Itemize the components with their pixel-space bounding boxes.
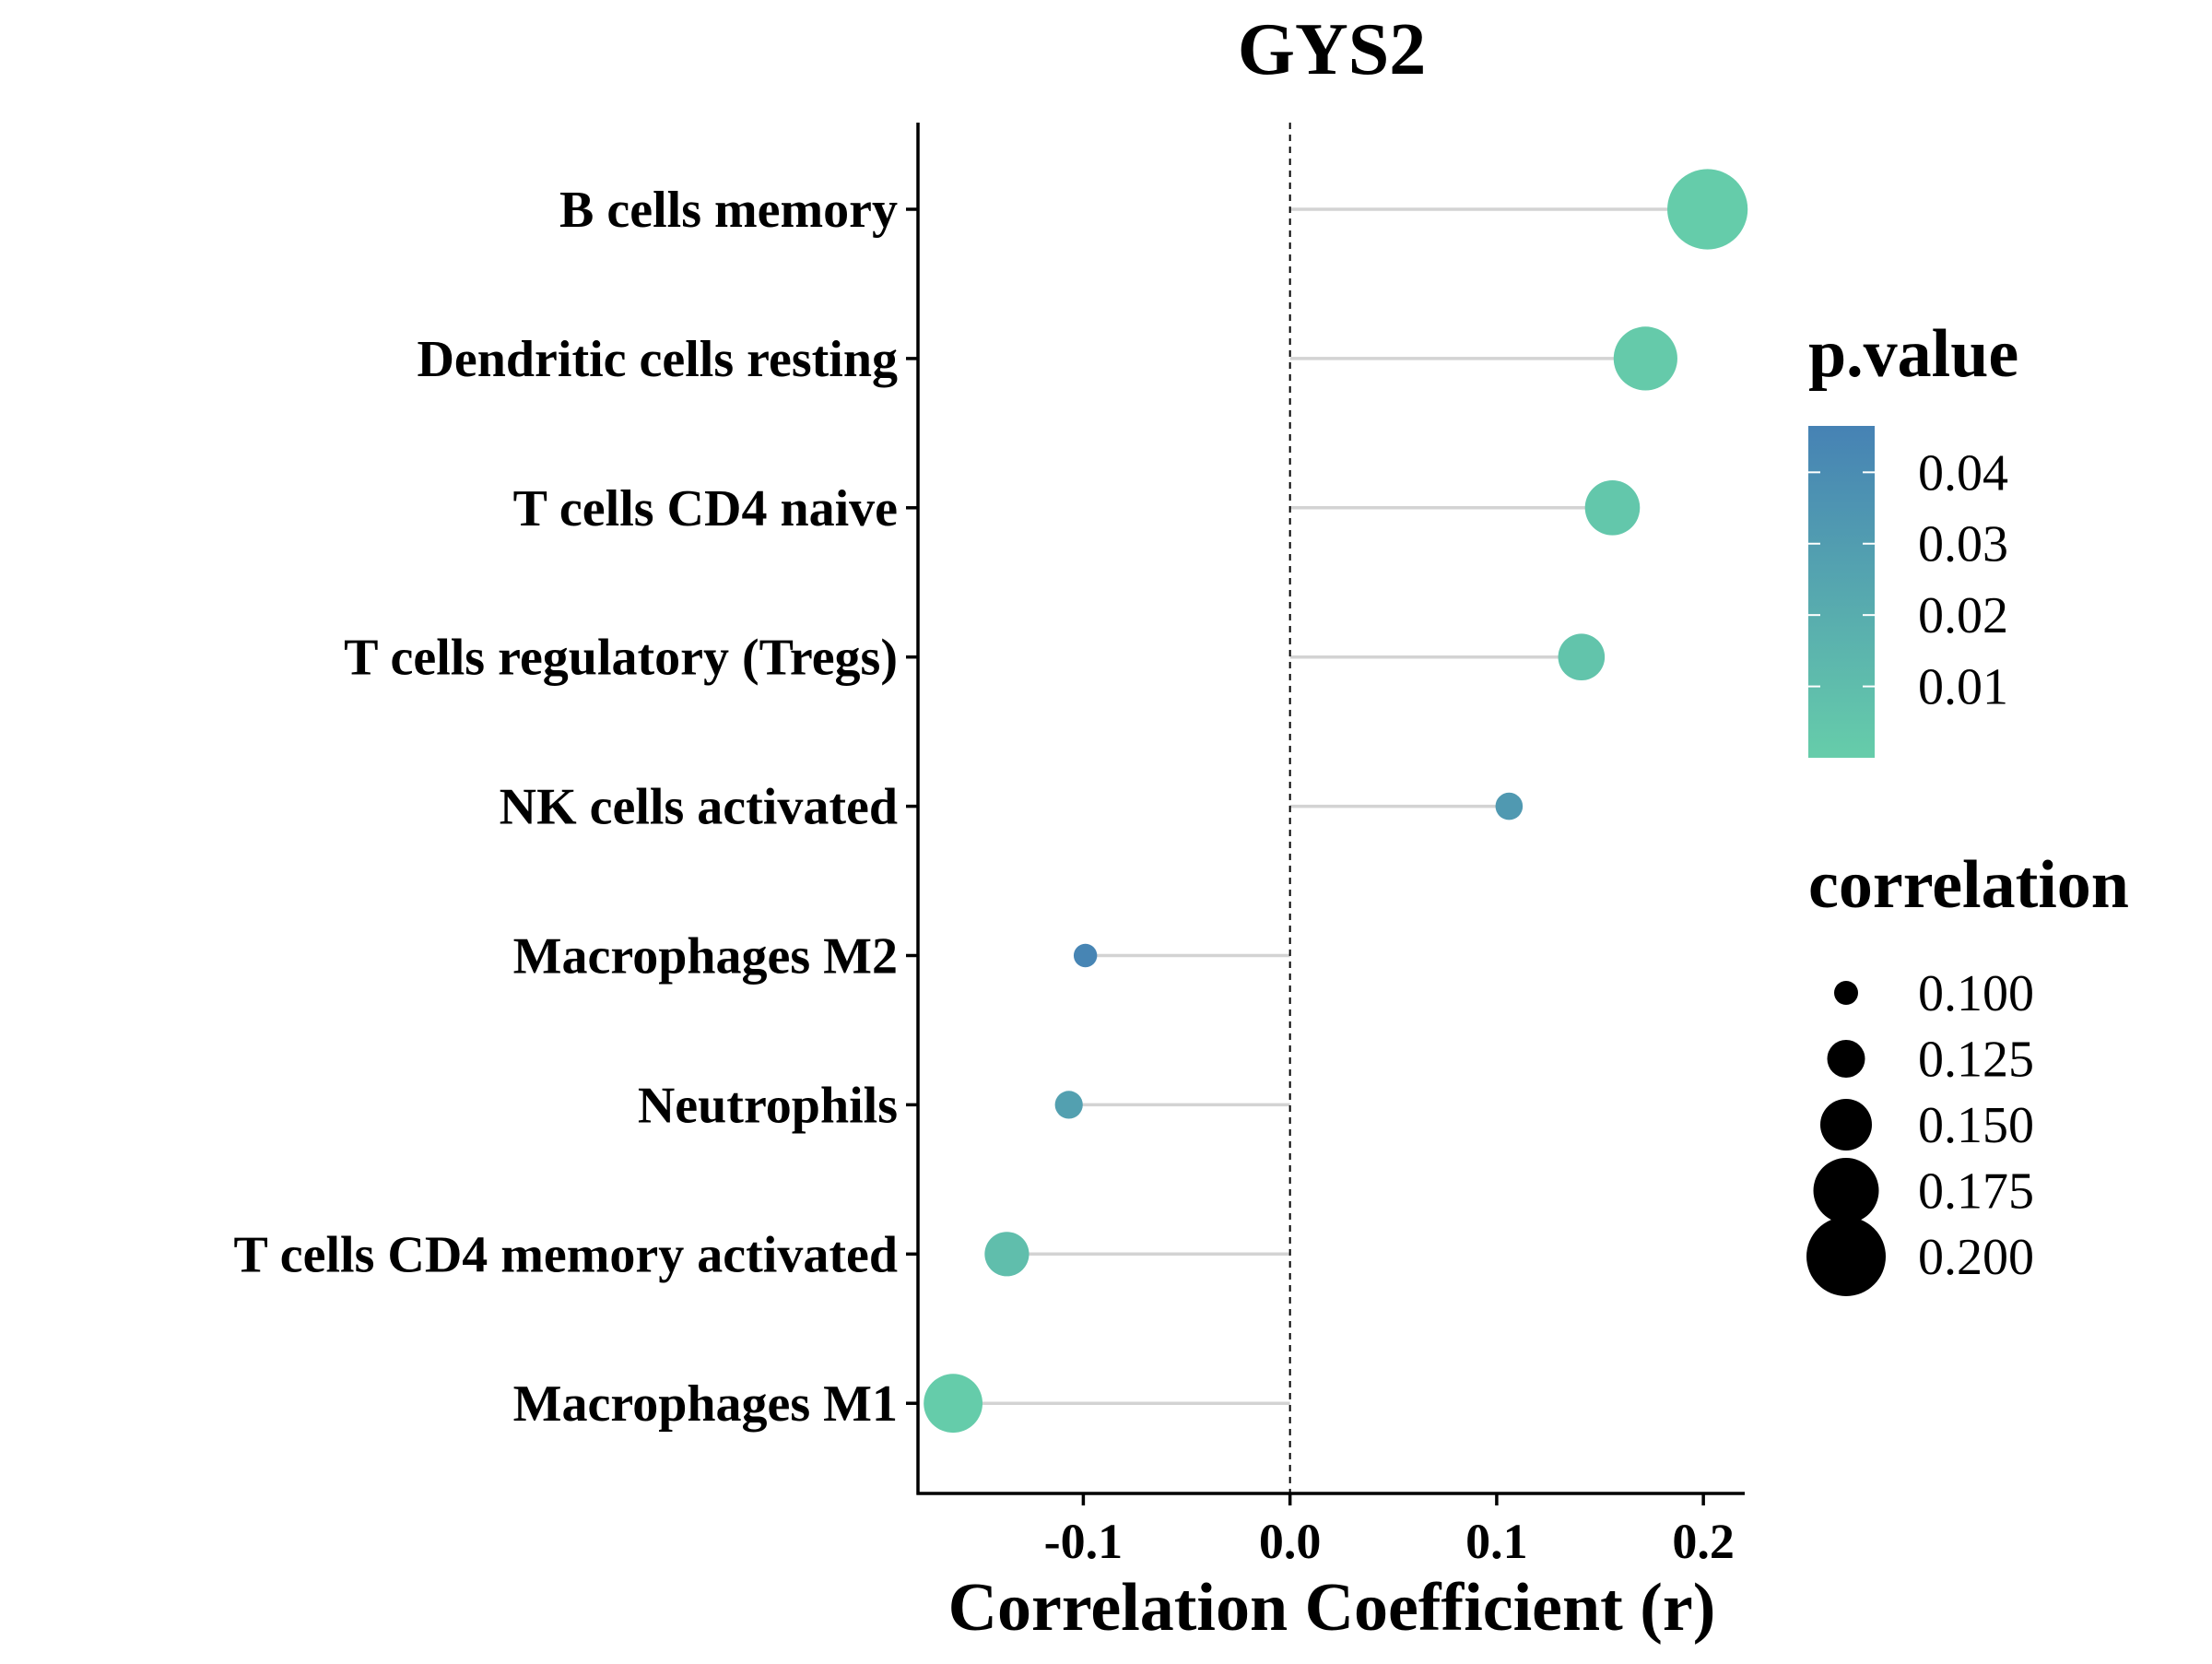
category-label: T cells CD4 naive — [513, 480, 898, 537]
legend: p.value 0.04 0.03 0.02 0.01 correlation 0.100 0… — [1806, 316, 2129, 1296]
color-legend-label: 0.02 — [1918, 587, 2008, 644]
x-tick-label: 0.2 — [1672, 1514, 1735, 1569]
x-axis-title: Correlation Coefficient (r) — [948, 1570, 1716, 1646]
size-legend-label: 0.175 — [1918, 1163, 2034, 1221]
color-bar — [1808, 426, 1875, 758]
category-label: Dendritic cells resting — [417, 331, 898, 388]
plot-area: B cells memory Dendritic cells resting T c… — [233, 123, 1748, 1569]
data-point — [1073, 943, 1098, 968]
size-legend-key — [1820, 1099, 1872, 1151]
category-label: Macrophages M1 — [513, 1375, 898, 1433]
size-legend-key — [1827, 1040, 1865, 1078]
category-label: Macrophages M2 — [513, 928, 898, 985]
x-tick-label: 0.0 — [1259, 1514, 1322, 1569]
data-point — [1613, 326, 1677, 391]
size-legend-label: 0.100 — [1918, 965, 2034, 1022]
category-label: Neutrophils — [638, 1077, 898, 1134]
data-point — [1584, 480, 1641, 536]
category-label: T cells CD4 memory activated — [233, 1226, 898, 1283]
category-label: NK cells activated — [500, 779, 898, 836]
size-legend-title: correlation — [1808, 847, 2129, 923]
x-tick-label: 0.1 — [1465, 1514, 1528, 1569]
data-point — [984, 1232, 1030, 1277]
category-label: T cells regulatory (Tregs) — [344, 630, 898, 687]
data-point — [1495, 792, 1524, 820]
data-point — [1558, 633, 1606, 680]
size-legend-key — [1813, 1158, 1879, 1223]
size-legend-key — [1806, 1217, 1886, 1296]
size-legend-label: 0.125 — [1918, 1032, 2034, 1089]
size-legend-label: 0.150 — [1918, 1097, 2034, 1154]
data-point — [1667, 169, 1748, 250]
chart-title: GYS2 — [1238, 9, 1427, 90]
x-tick-label: -0.1 — [1044, 1514, 1123, 1569]
color-legend-label: 0.03 — [1918, 516, 2008, 573]
data-point — [1054, 1091, 1083, 1119]
size-legend-key — [1834, 981, 1858, 1005]
color-legend-label: 0.01 — [1918, 659, 2008, 716]
category-label: B cells memory — [559, 182, 898, 239]
color-legend-label: 0.04 — [1918, 444, 2008, 502]
color-legend-title: p.value — [1808, 316, 2018, 392]
size-legend-label: 0.200 — [1918, 1229, 2034, 1286]
data-point — [924, 1374, 983, 1434]
